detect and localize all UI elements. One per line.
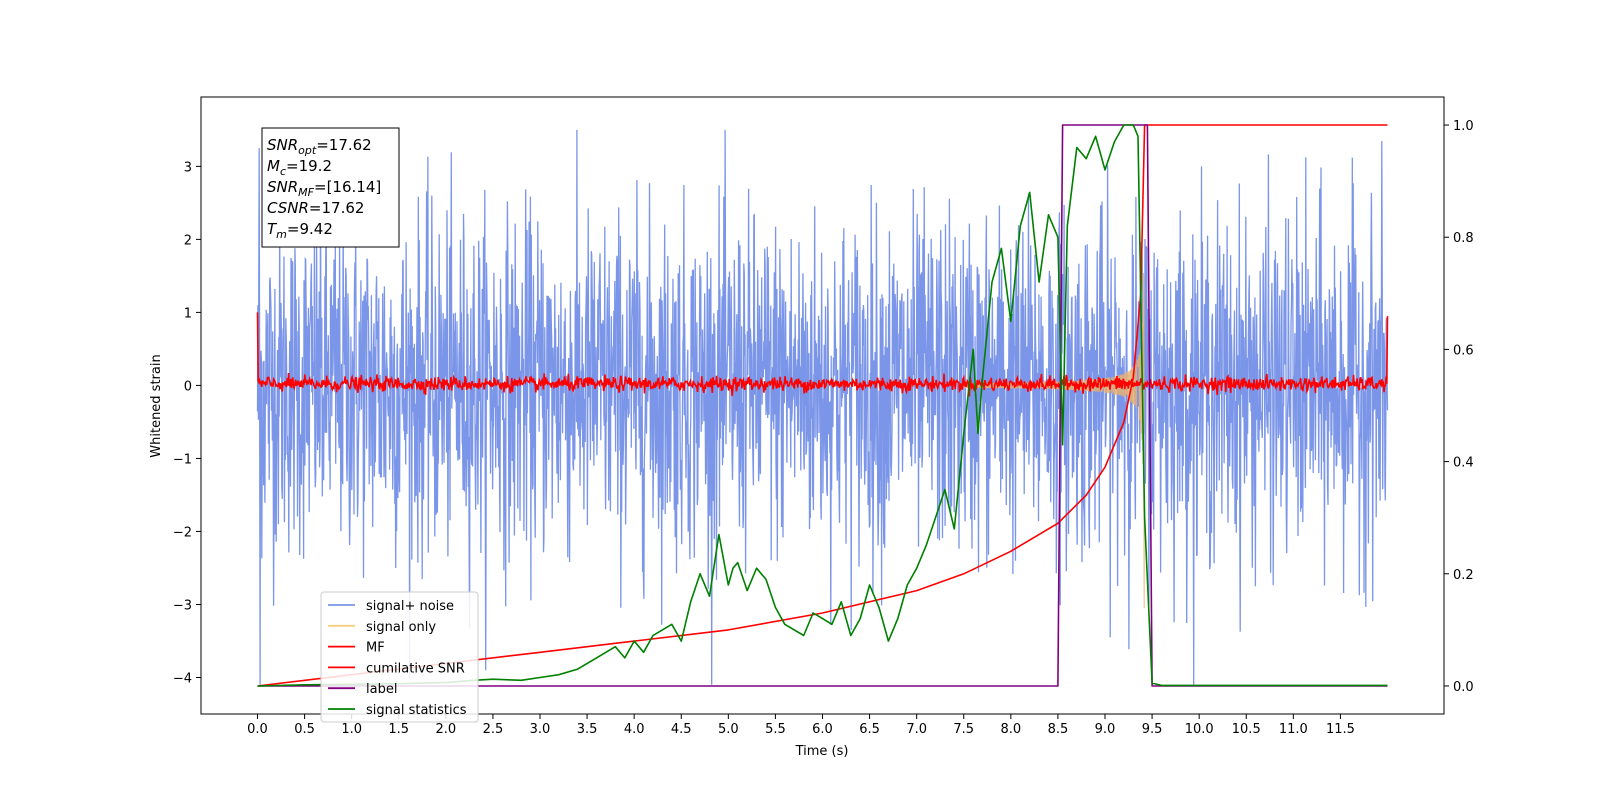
y-tick-label: 1 [184, 306, 192, 321]
series-signal-plus-noise [256, 129, 1389, 685]
x-tick-label: 5.5 [765, 722, 786, 737]
y-tick-label: 2 [184, 233, 192, 248]
info-box-line: SNRopt=17.62 [267, 136, 372, 157]
info-box-line: SNRMF=[16.14] [267, 178, 381, 199]
y2-tick-label: 1.0 [1453, 119, 1474, 134]
y-tick-label: 3 [184, 160, 192, 175]
legend-entry-label: signal statistics [366, 703, 467, 718]
series-layer [256, 124, 1389, 687]
x-tick-label: 1.0 [341, 722, 362, 737]
legend: signal+ noise signal only MF cumilative SNR… [320, 591, 479, 723]
legend-entry-label: signal only [366, 620, 436, 635]
x-tick-label: 4.5 [671, 722, 692, 737]
info-box: SNRopt=17.62Mc=19.2SNRMF=[16.14]CSNR=17.… [261, 127, 400, 248]
x-tick-label: 9.5 [1142, 722, 1163, 737]
x-tick-label: 0.0 [247, 722, 268, 737]
legend-entry-label: cumilative SNR [366, 661, 465, 676]
x-tick-label: 7.0 [906, 722, 927, 737]
y-tick-label: −1 [173, 452, 192, 467]
y-tick-label: −3 [173, 598, 192, 613]
y2-tick-label: 0.6 [1453, 343, 1474, 358]
y-tick-label: −4 [173, 671, 192, 686]
y-tick-label: 0 [184, 379, 192, 394]
x-tick-label: 1.5 [388, 722, 409, 737]
y2-tick-label: 0.8 [1453, 231, 1474, 246]
x-tick-label: 4.0 [624, 722, 645, 737]
y2-tick-label: 0.0 [1453, 680, 1474, 695]
y2-tick-label: 0.2 [1453, 568, 1474, 583]
legend-entry-label: MF [366, 641, 385, 656]
x-tick-label: 6.0 [812, 722, 833, 737]
series-mf [256, 312, 1389, 397]
y-tick-label: −2 [173, 525, 192, 540]
info-box-line: Mc=19.2 [267, 157, 332, 178]
axes-layer: 0.0 0.5 1.0 1.5 2.0 2.5 3.0 3.5 4.0 4.5 5.0 5.5 6.0 6… [173, 119, 1474, 737]
x-tick-label: 7.5 [953, 722, 974, 737]
x-axis-label: Time (s) [795, 744, 849, 759]
x-tick-label: 9.0 [1095, 722, 1116, 737]
series-signal-statistics [257, 124, 1388, 687]
x-tick-label: 10.5 [1232, 722, 1261, 737]
info-box-frame [261, 127, 400, 248]
y2-tick-label: 0.4 [1453, 456, 1474, 471]
x-tick-label: 11.0 [1279, 722, 1308, 737]
x-tick-label: 11.5 [1326, 722, 1355, 737]
series-cumilative-snr [257, 124, 1388, 687]
x-tick-label: 3.0 [530, 722, 551, 737]
legend-entry-label: label [366, 682, 397, 697]
x-tick-label: 5.0 [718, 722, 739, 737]
legend-entry-label: signal+ noise [366, 599, 454, 614]
legend-frame [320, 591, 479, 723]
x-tick-label: 3.5 [577, 722, 598, 737]
x-tick-label: 10.0 [1185, 722, 1214, 737]
y-axis-label: Whitened strain [149, 354, 164, 457]
x-tick-label: 2.5 [483, 722, 504, 737]
x-tick-label: 8.0 [1000, 722, 1021, 737]
x-tick-label: 8.5 [1048, 722, 1069, 737]
info-box-line: CSNR=17.62 [267, 199, 364, 217]
x-tick-label: 6.5 [859, 722, 880, 737]
info-box-line: Tm=9.42 [267, 220, 333, 241]
x-tick-label: 0.5 [294, 722, 315, 737]
x-tick-label: 2.0 [435, 722, 456, 737]
